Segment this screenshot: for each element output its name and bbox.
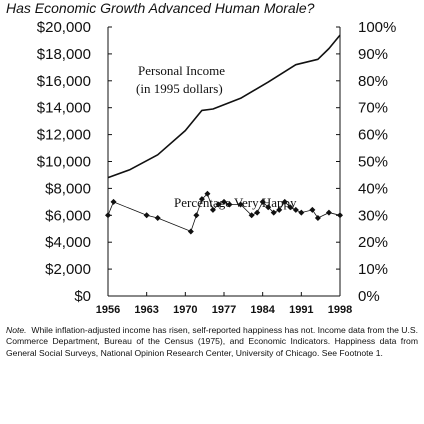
happiness-point <box>309 206 316 213</box>
x-axis: 1956 1963 1970 1977 1984 1991 1998 <box>96 292 352 316</box>
footnote-text: While inflation-adjusted income has rise… <box>6 325 418 358</box>
right-tick-label: 40% <box>358 180 388 197</box>
left-tick-label: $12,000 <box>37 127 91 144</box>
annotation-income: Personal Income <box>138 63 225 78</box>
happiness-point <box>221 198 227 205</box>
right-tick-label: 30% <box>358 207 388 224</box>
happiness-point <box>237 201 244 208</box>
annotation-income-unit: (in 1995 dollars) <box>136 81 223 96</box>
x-tick-label: 1970 <box>173 304 197 316</box>
right-tick-label: 10% <box>358 261 388 278</box>
left-tick-label: $18,000 <box>37 46 91 63</box>
happiness-point <box>143 212 150 219</box>
right-axis: 0% 10% 20% 30% 40% 50% 60% 70% 80% 90% 100% <box>336 19 396 305</box>
happiness-point <box>198 196 205 203</box>
happiness-point <box>325 209 332 216</box>
happiness-point <box>209 206 216 213</box>
left-tick-label: $0 <box>74 288 91 305</box>
happiness-point <box>298 209 305 216</box>
x-tick-label: 1998 <box>328 304 352 316</box>
x-tick-label: 1963 <box>134 304 158 316</box>
happiness-point <box>276 206 283 213</box>
chart: $0 $2,000 $4,000 $6,000 $8,000 $10,000 $12,000… <box>37 19 397 316</box>
left-tick-label: $10,000 <box>37 154 91 171</box>
happiness-point <box>193 212 200 219</box>
happiness-point <box>110 198 117 205</box>
happiness-point <box>105 212 111 219</box>
footnote: Note. While inflation-adjusted income ha… <box>6 325 418 359</box>
series-layer <box>105 34 343 235</box>
x-tick-label: 1956 <box>96 304 120 316</box>
chart-title: Has Economic Growth Advanced Human Moral… <box>6 0 315 16</box>
happiness-point <box>248 212 255 219</box>
footnote-label: Note. <box>6 325 27 335</box>
happiness-point <box>204 190 211 197</box>
left-tick-label: $14,000 <box>37 100 91 117</box>
right-tick-label: 100% <box>358 19 396 36</box>
happiness-point <box>281 198 288 205</box>
left-tick-label: $4,000 <box>45 234 91 251</box>
happiness-point <box>270 209 277 216</box>
left-tick-label: $2,000 <box>45 261 91 278</box>
left-tick-label: $16,000 <box>37 73 91 90</box>
happiness-point <box>215 201 222 208</box>
happiness-point <box>254 209 261 216</box>
series-income-line <box>107 34 341 179</box>
left-tick-label: $6,000 <box>45 207 91 224</box>
x-tick-label: 1991 <box>289 304 313 316</box>
happiness-point <box>337 212 343 219</box>
left-tick-label: $20,000 <box>37 19 91 36</box>
right-tick-label: 0% <box>358 288 380 305</box>
x-tick-label: 1984 <box>250 304 275 316</box>
right-tick-label: 90% <box>358 46 388 63</box>
right-tick-label: 20% <box>358 234 388 251</box>
annotation-happiness: Percentage Very Happy <box>174 195 297 210</box>
x-tick-label: 1977 <box>212 304 236 316</box>
right-tick-label: 70% <box>358 100 388 117</box>
happiness-point <box>314 214 321 221</box>
left-axis: $0 $2,000 $4,000 $6,000 $8,000 $10,000 $12,000… <box>37 19 112 305</box>
right-tick-label: 50% <box>358 154 388 171</box>
happiness-point <box>292 206 299 213</box>
happiness-point <box>259 198 266 205</box>
happiness-point <box>226 201 233 208</box>
happiness-point <box>265 204 272 211</box>
right-tick-label: 80% <box>358 73 388 90</box>
happiness-point <box>187 228 194 235</box>
happiness-point <box>154 214 161 221</box>
right-tick-label: 60% <box>358 127 388 144</box>
annotations: Personal Income (in 1995 dollars) Percen… <box>136 63 297 210</box>
happiness-point <box>287 204 294 211</box>
left-tick-label: $8,000 <box>45 180 91 197</box>
